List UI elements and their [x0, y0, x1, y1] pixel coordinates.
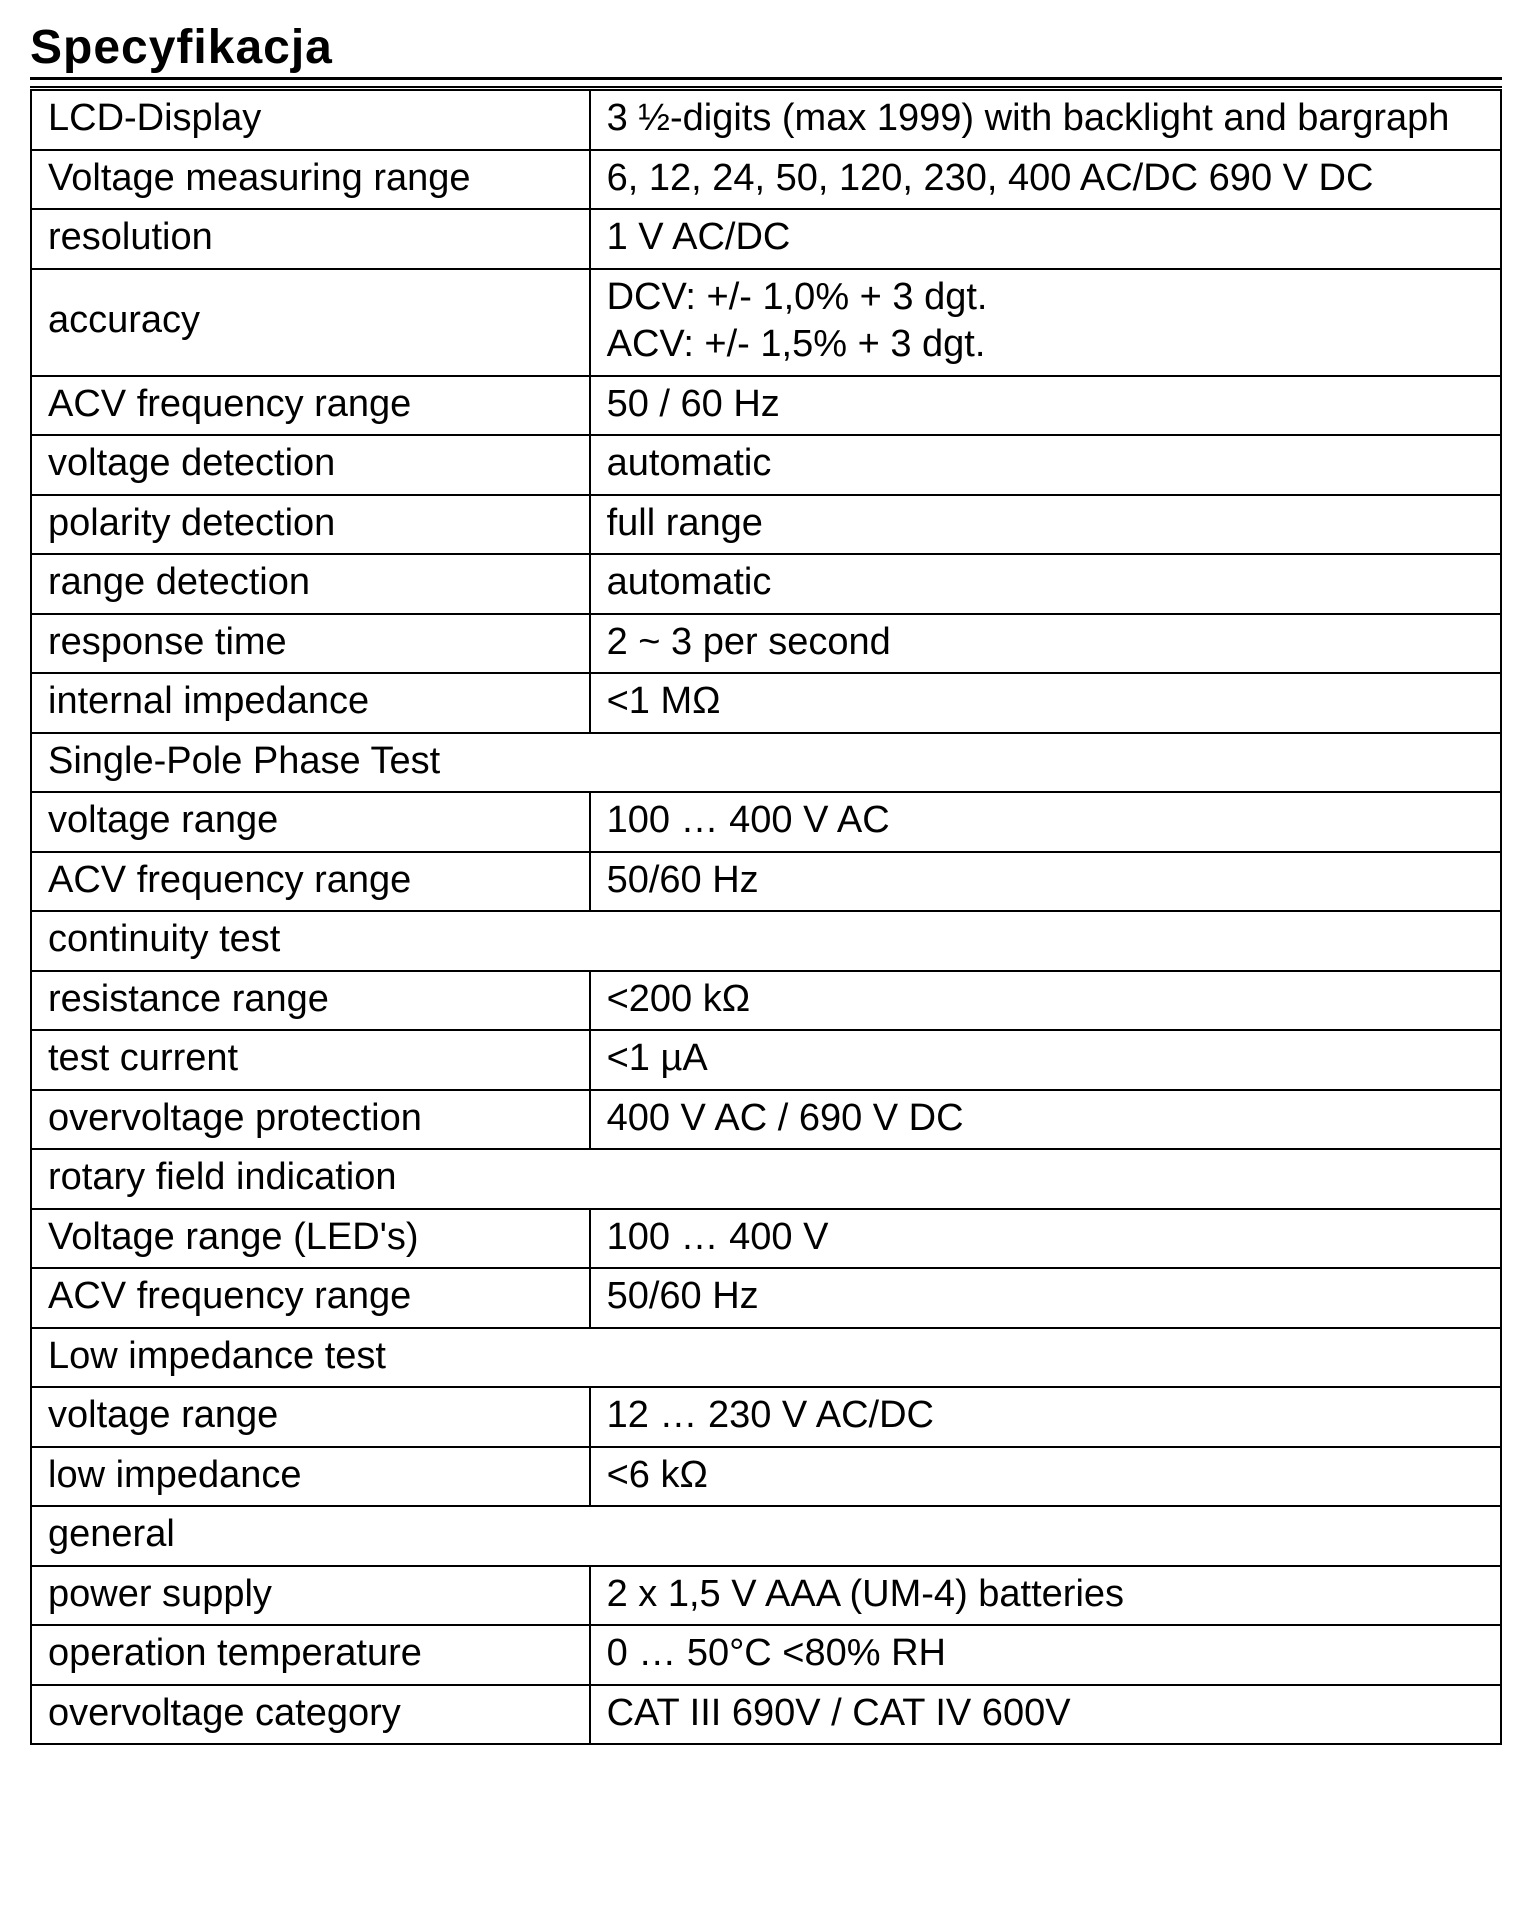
spec-value: 50/60 Hz [590, 1268, 1501, 1328]
spec-value: CAT III 690V / CAT IV 600V [590, 1685, 1501, 1745]
table-row: Voltage measuring range6, 12, 24, 50, 12… [31, 150, 1501, 210]
spec-value: 0 … 50°C <80% RH [590, 1625, 1501, 1685]
table-row: resolution1 V AC/DC [31, 209, 1501, 269]
spec-label: ACV frequency range [31, 852, 590, 912]
table-row: Single-Pole Phase Test [31, 733, 1501, 793]
table-row: ACV frequency range50 / 60 Hz [31, 376, 1501, 436]
table-row: Low impedance test [31, 1328, 1501, 1388]
spec-value: <1 MΩ [590, 673, 1501, 733]
spec-label: ACV frequency range [31, 1268, 590, 1328]
table-row: ACV frequency range50/60 Hz [31, 1268, 1501, 1328]
table-row: internal impedance<1 MΩ [31, 673, 1501, 733]
table-row: test current<1 µA [31, 1030, 1501, 1090]
table-row: ACV frequency range50/60 Hz [31, 852, 1501, 912]
spec-value: automatic [590, 435, 1501, 495]
spec-label: internal impedance [31, 673, 590, 733]
spec-value: <6 kΩ [590, 1447, 1501, 1507]
spec-value: 100 … 400 V AC [590, 792, 1501, 852]
section-cell: continuity test [31, 911, 1501, 971]
spec-label: resolution [31, 209, 590, 269]
section-cell: rotary field indication [31, 1149, 1501, 1209]
spec-table: LCD-Display3 ½-digits (max 1999) with ba… [30, 86, 1502, 1745]
section-cell: Single-Pole Phase Test [31, 733, 1501, 793]
spec-label: power supply [31, 1566, 590, 1626]
spec-value: 1 V AC/DC [590, 209, 1501, 269]
table-row: voltage range12 … 230 V AC/DC [31, 1387, 1501, 1447]
table-row: rotary field indication [31, 1149, 1501, 1209]
table-row: LCD-Display3 ½-digits (max 1999) with ba… [31, 89, 1501, 150]
table-row: voltage range100 … 400 V AC [31, 792, 1501, 852]
table-row: power supply2 x 1,5 V AAA (UM-4) batteri… [31, 1566, 1501, 1626]
table-row: resistance range<200 kΩ [31, 971, 1501, 1031]
section-cell: Low impedance test [31, 1328, 1501, 1388]
table-row: accuracyDCV: +/- 1,0% + 3 dgt.ACV: +/- 1… [31, 269, 1501, 376]
spec-label: Voltage range (LED's) [31, 1209, 590, 1269]
spec-value: <1 µA [590, 1030, 1501, 1090]
spec-label: polarity detection [31, 495, 590, 555]
spec-label: LCD-Display [31, 89, 590, 150]
section-cell: general [31, 1506, 1501, 1566]
spec-value: automatic [590, 554, 1501, 614]
spec-label: low impedance [31, 1447, 590, 1507]
spec-value: 6, 12, 24, 50, 120, 230, 400 AC/DC 690 V… [590, 150, 1501, 210]
spec-label: resistance range [31, 971, 590, 1031]
spec-label: overvoltage category [31, 1685, 590, 1745]
spec-label: voltage range [31, 792, 590, 852]
spec-value: 400 V AC / 690 V DC [590, 1090, 1501, 1150]
spec-label: response time [31, 614, 590, 674]
spec-label: ACV frequency range [31, 376, 590, 436]
spec-value: 50 / 60 Hz [590, 376, 1501, 436]
spec-value: 2 x 1,5 V AAA (UM-4) batteries [590, 1566, 1501, 1626]
page-title: Specyfikacja [30, 20, 1502, 80]
spec-value: 3 ½-digits (max 1999) with backlight and… [590, 89, 1501, 150]
spec-label: overvoltage protection [31, 1090, 590, 1150]
table-row: range detectionautomatic [31, 554, 1501, 614]
spec-value: 12 … 230 V AC/DC [590, 1387, 1501, 1447]
spec-label: voltage range [31, 1387, 590, 1447]
table-row: Voltage range (LED's)100 … 400 V [31, 1209, 1501, 1269]
table-row: voltage detectionautomatic [31, 435, 1501, 495]
spec-value: full range [590, 495, 1501, 555]
spec-value: DCV: +/- 1,0% + 3 dgt.ACV: +/- 1,5% + 3 … [590, 269, 1501, 376]
spec-value: 50/60 Hz [590, 852, 1501, 912]
table-row: response time2 ~ 3 per second [31, 614, 1501, 674]
spec-label: range detection [31, 554, 590, 614]
table-row: continuity test [31, 911, 1501, 971]
spec-value: 100 … 400 V [590, 1209, 1501, 1269]
spec-label: operation temperature [31, 1625, 590, 1685]
table-row: polarity detectionfull range [31, 495, 1501, 555]
spec-value: <200 kΩ [590, 971, 1501, 1031]
spec-value: 2 ~ 3 per second [590, 614, 1501, 674]
table-row: low impedance<6 kΩ [31, 1447, 1501, 1507]
spec-label: Voltage measuring range [31, 150, 590, 210]
table-row: overvoltage protection400 V AC / 690 V D… [31, 1090, 1501, 1150]
table-row: general [31, 1506, 1501, 1566]
table-row: operation temperature0 … 50°C <80% RH [31, 1625, 1501, 1685]
spec-table-body: LCD-Display3 ½-digits (max 1999) with ba… [31, 89, 1501, 1745]
spec-label: voltage detection [31, 435, 590, 495]
table-row: overvoltage categoryCAT III 690V / CAT I… [31, 1685, 1501, 1745]
spec-label: accuracy [31, 269, 590, 376]
spec-label: test current [31, 1030, 590, 1090]
